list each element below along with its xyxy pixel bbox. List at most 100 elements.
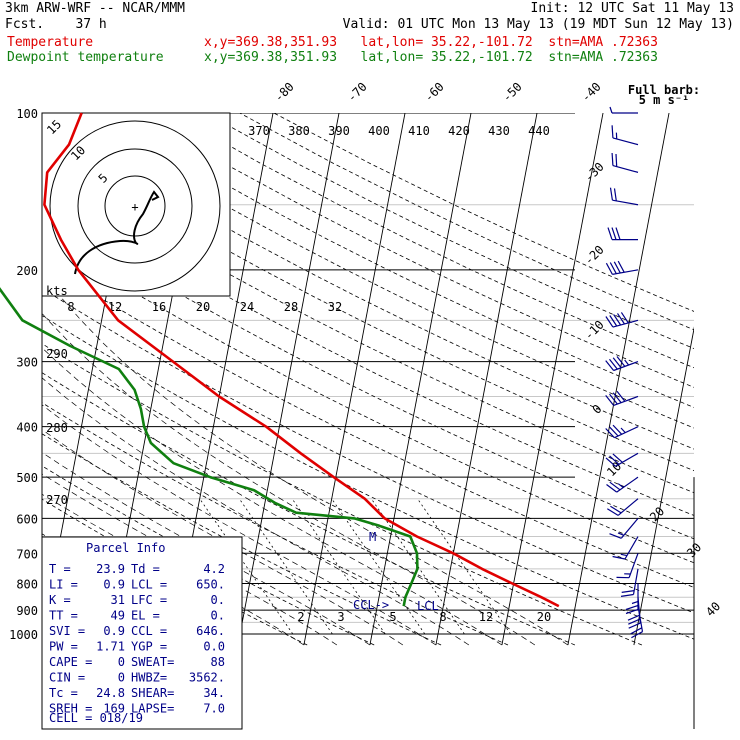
wind-barb-shaft	[616, 476, 639, 493]
upper-axis-label: 24	[240, 300, 254, 314]
mixing-ratio-label: 2	[297, 610, 304, 624]
wind-barb-half-flag	[617, 532, 625, 536]
wind-barb-flag	[628, 622, 641, 629]
parcel-value: 24.8	[96, 686, 125, 700]
wind-barb-flag	[606, 508, 619, 516]
parcel-key: Td =	[131, 562, 160, 576]
moist-adiabat	[42, 404, 437, 646]
ccl-marker: CCL->	[353, 598, 389, 612]
theta-label: 410	[408, 124, 430, 138]
thetae-label: 290	[46, 347, 68, 361]
mixing-ratio-label: 20	[537, 610, 551, 624]
dry-adiabat	[42, 287, 694, 614]
parcel-value: 1.71	[96, 640, 125, 654]
parcel-key: PW =	[49, 640, 78, 654]
moist-adiabat	[42, 429, 404, 646]
wind-barb-115	[611, 125, 639, 146]
wind-barb-flag	[609, 455, 620, 465]
wind-barb-400	[605, 424, 639, 439]
wind-barbs	[605, 106, 644, 639]
parcel-value: 0	[118, 671, 125, 685]
max-wind-marker: M	[369, 530, 376, 544]
wind-barb-half-flag	[624, 359, 630, 366]
pressure-label-500: 500	[16, 471, 38, 485]
mixing-ratio-line	[417, 498, 511, 635]
isotherm	[0, 89, 14, 645]
wind-barb-200	[605, 260, 639, 275]
temperature-label: -30	[582, 160, 607, 185]
pressure-label-900: 900	[16, 604, 38, 618]
wind-barb-flag	[631, 631, 643, 639]
parcel-key: CCL =	[131, 624, 167, 638]
pressure-label-300: 300	[16, 356, 38, 370]
wind-barb-884	[630, 605, 644, 639]
full-barb-label: Full barb:	[628, 83, 700, 97]
theta-label: 430	[488, 124, 510, 138]
wind-barb-flag	[621, 590, 635, 593]
wind-barb-450	[605, 452, 639, 467]
wind-barb-shaft	[632, 568, 639, 595]
wind-barb-flag	[608, 426, 619, 437]
upper-axis-label: 16	[152, 300, 166, 314]
wind-barb-flag	[612, 357, 622, 369]
moist-adiabat	[42, 451, 371, 646]
wind-barb-flag	[605, 428, 615, 439]
pressure-label-400: 400	[16, 421, 38, 435]
init-time: Init: 12 UTC Sat 11 May 13	[530, 1, 735, 16]
temperature-label: -80	[272, 80, 297, 105]
wind-barb-flag	[607, 227, 613, 240]
parcel-key: LAPSE=	[131, 702, 174, 716]
temperature-label: 20	[647, 504, 667, 524]
wind-barb-flag	[627, 614, 640, 621]
upper-axis-label: 32	[328, 300, 342, 314]
hodograph-ring	[49, 120, 221, 292]
legend-temperature-location: x,y=369.38,351.93 lat,lon= 35.22,-101.72…	[204, 35, 658, 50]
wind-barb-shaft	[637, 605, 644, 632]
wind-barb-flag	[605, 395, 615, 406]
parcel-value: 88	[211, 655, 225, 669]
lcl-marker: LCL	[417, 599, 439, 613]
thetae-label: 270	[46, 493, 68, 507]
wind-barb-flag	[611, 152, 614, 166]
wind-barb-shaft	[624, 536, 639, 560]
wind-barb-flag	[620, 593, 634, 597]
parcel-key: LFC =	[131, 593, 167, 607]
parcel-value: 650.	[196, 578, 225, 592]
dry-adiabat	[42, 117, 694, 450]
wind-barb-flag	[630, 627, 643, 635]
wind-barb-flag	[613, 188, 617, 201]
valid-time: Valid: 01 UTC Mon 13 May 13 (19 MDT Sun …	[342, 17, 734, 32]
theta-label: 440	[528, 124, 550, 138]
dry-adiabat	[42, 433, 442, 646]
model-title: 3km ARW-WRF -- NCAR/MMM	[5, 1, 186, 16]
parcel-key: HWBZ=	[131, 671, 167, 685]
wind-barb-shaft	[612, 165, 639, 173]
wind-barb-flag	[620, 312, 629, 324]
parcel-key: TT =	[49, 609, 78, 623]
wind-barb-shaft	[613, 361, 639, 372]
wind-barb-flag	[625, 608, 639, 615]
parcel-value: 646.	[196, 624, 225, 638]
dry-adiabat	[42, 315, 694, 640]
pressure-label-100: 100	[16, 107, 38, 121]
dry-adiabat	[171, 113, 694, 369]
wind-barb-700	[616, 553, 639, 579]
parcel-info-panel: Parcel Info T = 23.9 Td = 4.2 LI = 0.9 LCL = 650…	[41, 536, 243, 730]
hodograph-box	[41, 112, 231, 297]
theta-label: 400	[368, 124, 390, 138]
wind-barb-flag	[616, 390, 626, 402]
moist-adiabat	[42, 347, 503, 646]
dry-adiabat	[273, 113, 694, 312]
wind-barb-500	[606, 476, 639, 493]
wind-barb-shaft	[612, 137, 639, 146]
wind-barb-flag	[615, 153, 618, 167]
wind-barb-flag	[609, 393, 618, 405]
wind-barb-flag	[612, 392, 622, 403]
isotherm	[633, 326, 694, 646]
parcel-value: 34.	[203, 686, 225, 700]
mixing-ratio-label: 12	[479, 610, 493, 624]
hodograph-ring	[77, 148, 193, 264]
pressure-label-700: 700	[16, 547, 38, 561]
